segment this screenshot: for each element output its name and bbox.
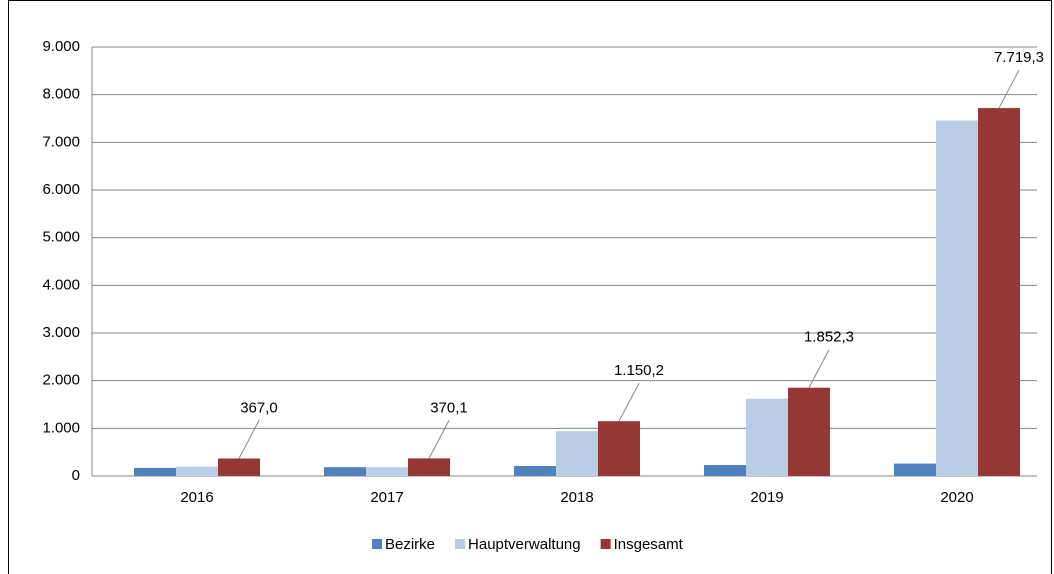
x-tick-label: 2020 [940,489,973,506]
data-label: 367,0 [240,399,278,416]
bar [514,465,556,476]
y-tick-label: 9.000 [42,38,80,55]
y-tick-label: 2.000 [42,372,80,389]
x-tick-label: 2016 [180,489,213,506]
legend-label: Hauptverwaltung [468,536,581,553]
y-tick-label: 6.000 [42,181,80,198]
y-tick-label: 3.000 [42,324,80,341]
x-tick-label: 2019 [750,489,783,506]
y-tick-label: 8.000 [42,86,80,103]
leader-line [998,69,1020,109]
legend-swatch [600,539,611,549]
leader-line [808,349,830,388]
bar [704,465,746,476]
bar [788,387,830,476]
leader-line [238,420,260,459]
legend-swatch [455,539,466,549]
legend-label: Insgesamt [614,536,684,553]
data-label: 1.852,3 [804,329,854,346]
bar [556,431,598,476]
bar [894,463,936,476]
data-label: 7.719,3 [994,49,1044,66]
bar [598,421,640,476]
data-label: 370,1 [430,399,468,416]
bar [324,467,366,476]
bar [366,467,408,476]
bar [176,466,218,476]
bar [978,108,1020,477]
x-tick-label: 2018 [560,489,593,506]
bar [134,467,176,476]
data-label: 1.150,2 [614,362,664,379]
chart-border [8,0,1052,574]
leader-line [618,382,640,422]
y-tick-label: 1.000 [42,419,80,436]
legend-swatch [372,539,382,549]
bar [746,398,788,476]
bar [936,120,978,476]
legend-label: Bezirke [385,536,435,553]
x-tick-label: 2017 [370,489,403,506]
y-tick-label: 0 [72,467,80,484]
y-tick-label: 5.000 [42,229,80,246]
bar [408,458,450,476]
leader-line [428,420,450,459]
y-tick-label: 7.000 [42,133,80,150]
y-tick-label: 4.000 [42,276,80,293]
bar [218,458,260,476]
